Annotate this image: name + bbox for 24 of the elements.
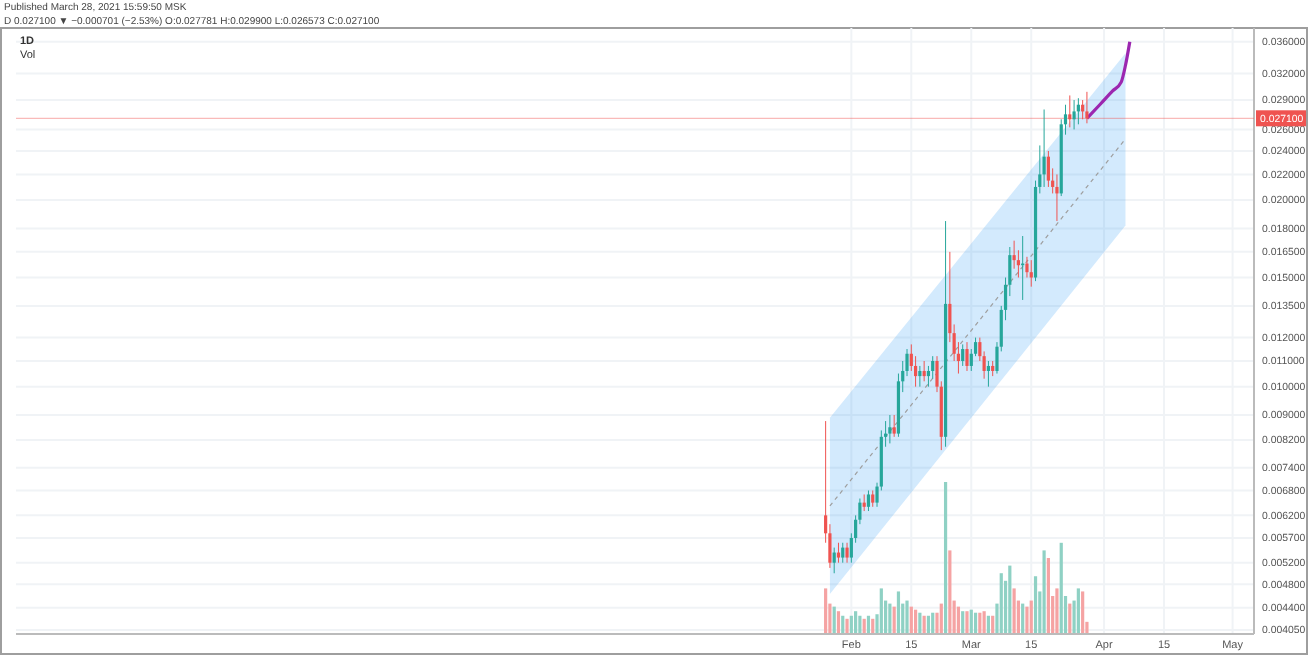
candlestick (1085, 91, 1089, 124)
line-series (1085, 40, 1132, 120)
candlestick (892, 414, 896, 438)
candlestick (866, 489, 871, 512)
candlestick (931, 355, 935, 380)
candlestick (888, 414, 892, 444)
candlestick (965, 341, 969, 372)
candlestick (1025, 256, 1029, 279)
candlestick (1072, 99, 1076, 130)
candlestick (832, 547, 836, 574)
candlestick (918, 365, 922, 388)
candlestick (1055, 173, 1059, 222)
candlestick (841, 542, 845, 564)
candlestick (961, 343, 965, 367)
candlestick (922, 360, 926, 382)
candlestick (1042, 109, 1046, 188)
candlestick (1046, 150, 1050, 188)
candlestick (1029, 259, 1033, 288)
candlestick (1012, 240, 1016, 270)
candlestick (986, 360, 991, 388)
candlestick (836, 542, 841, 564)
candlestick (1068, 94, 1072, 128)
candlestick (845, 542, 849, 564)
candlestick (1016, 249, 1020, 279)
